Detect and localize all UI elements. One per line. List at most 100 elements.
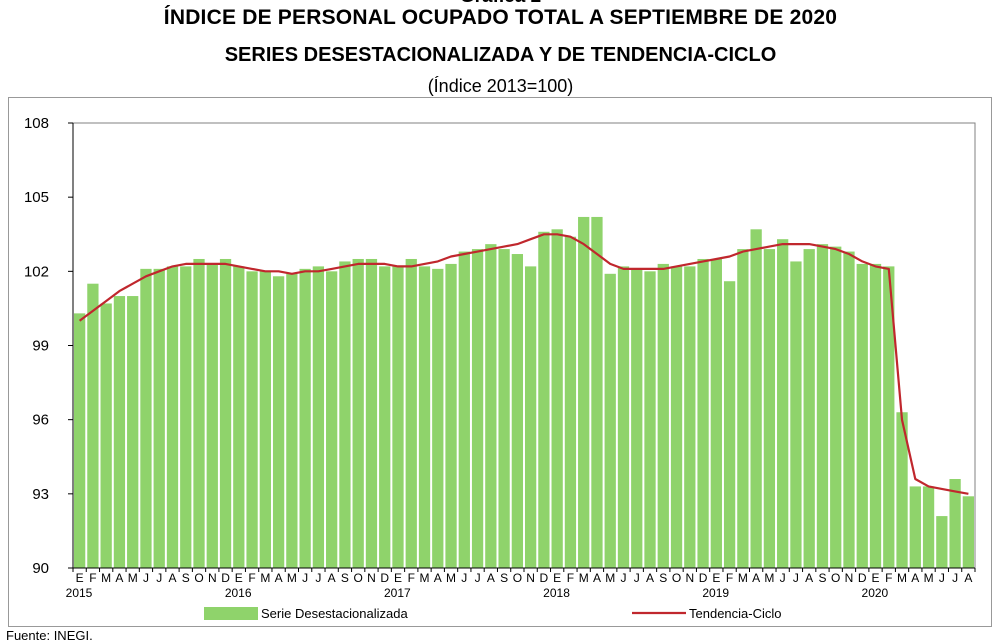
bar: [127, 296, 139, 568]
x-month-label: M: [101, 571, 111, 585]
x-month-label: N: [208, 571, 217, 585]
bar: [869, 263, 882, 568]
bar: [180, 266, 192, 568]
source-note: Fuente: INEGI.: [6, 628, 93, 643]
x-month-label: M: [446, 571, 456, 585]
x-month-label: E: [872, 571, 880, 585]
x-month-label: N: [367, 571, 376, 585]
bar: [193, 258, 205, 568]
bar: [684, 266, 696, 568]
x-month-label: J: [302, 571, 308, 585]
bar: [803, 249, 815, 569]
bar: [432, 268, 444, 568]
legend-bar-swatch: [204, 607, 258, 620]
x-month-label: M: [420, 571, 430, 585]
x-year-label: 2016: [225, 586, 252, 600]
bar: [936, 516, 948, 568]
x-month-label: S: [500, 571, 508, 585]
x-month-label: J: [475, 571, 481, 585]
x-month-label: N: [845, 571, 854, 585]
x-month-label: F: [89, 571, 96, 585]
trend-line: [78, 233, 969, 495]
x-month-label: J: [939, 571, 945, 585]
bar: [710, 258, 722, 568]
bar: [697, 258, 709, 568]
bar: [246, 271, 258, 568]
x-month-label: F: [408, 571, 415, 585]
x-month-label: A: [115, 571, 123, 585]
chart-unit: (Índice 2013=100): [427, 76, 574, 96]
x-year-label: 2018: [543, 586, 570, 600]
y-tick-label: 105: [24, 189, 49, 206]
bar: [551, 229, 563, 569]
bar: [896, 412, 908, 568]
bar: [737, 249, 749, 569]
x-month-label: N: [526, 571, 535, 585]
x-month-label: D: [858, 571, 867, 585]
y-tick-label: 99: [32, 338, 49, 355]
bar: [538, 231, 550, 568]
x-month-label: J: [952, 571, 958, 585]
x-month-label: M: [287, 571, 297, 585]
bar: [272, 276, 285, 568]
bar: [883, 266, 895, 568]
legend-line-label: Tendencia-Ciclo: [689, 606, 782, 621]
x-month-label: M: [897, 571, 907, 585]
bar: [843, 251, 855, 569]
x-month-label: S: [659, 571, 667, 585]
bar: [485, 244, 497, 568]
y-tick-label: 93: [32, 486, 49, 503]
x-year-label: 2020: [862, 586, 889, 600]
bar: [578, 216, 590, 568]
x-month-label: A: [168, 571, 176, 585]
bar: [73, 313, 86, 568]
bar: [617, 266, 630, 568]
bar: [790, 261, 802, 568]
bar: [524, 266, 537, 568]
x-month-label: D: [699, 571, 708, 585]
x-month-label: A: [434, 571, 442, 585]
x-month-label: S: [182, 571, 190, 585]
x-month-label: O: [194, 571, 203, 585]
x-month-label: J: [780, 571, 786, 585]
x-month-label: M: [764, 571, 774, 585]
bar: [458, 251, 470, 569]
y-tick-label: 108: [24, 115, 49, 132]
x-month-label: A: [752, 571, 760, 585]
bar: [365, 258, 378, 568]
x-month-label: M: [579, 571, 589, 585]
x-month-label: A: [487, 571, 495, 585]
x-month-label: E: [394, 571, 402, 585]
x-month-label: S: [818, 571, 826, 585]
x-month-label: M: [260, 571, 270, 585]
x-month-label: A: [911, 571, 919, 585]
bar: [326, 271, 338, 568]
x-month-label: E: [76, 571, 84, 585]
bar: [922, 486, 935, 568]
bar: [379, 266, 391, 568]
y-tick-label: 90: [32, 560, 49, 577]
x-year-label: 2019: [702, 586, 729, 600]
x-month-label: J: [461, 571, 467, 585]
bar: [644, 271, 656, 568]
chart-subtitle: SERIES DESESTACIONALIZADA Y DE TENDENCIA…: [224, 44, 777, 66]
bar: [259, 271, 271, 568]
x-month-label: A: [328, 571, 336, 585]
bar: [233, 266, 245, 568]
x-year-label: 2015: [66, 586, 93, 600]
bar: [830, 246, 842, 568]
bar: [339, 261, 351, 568]
bar: [657, 263, 669, 568]
chart-frame: [8, 97, 992, 627]
chart-title: ÍNDICE DE PERSONAL OCUPADO TOTAL A SEPTI…: [163, 6, 838, 29]
x-month-label: M: [128, 571, 138, 585]
x-month-label: A: [805, 571, 813, 585]
x-month-label: F: [248, 571, 255, 585]
bar: [312, 266, 325, 568]
x-month-label: J: [156, 571, 162, 585]
bar: [564, 236, 577, 568]
x-month-label: N: [685, 571, 694, 585]
x-month-label: F: [726, 571, 733, 585]
x-month-label: M: [605, 571, 615, 585]
x-month-label: O: [831, 571, 840, 585]
